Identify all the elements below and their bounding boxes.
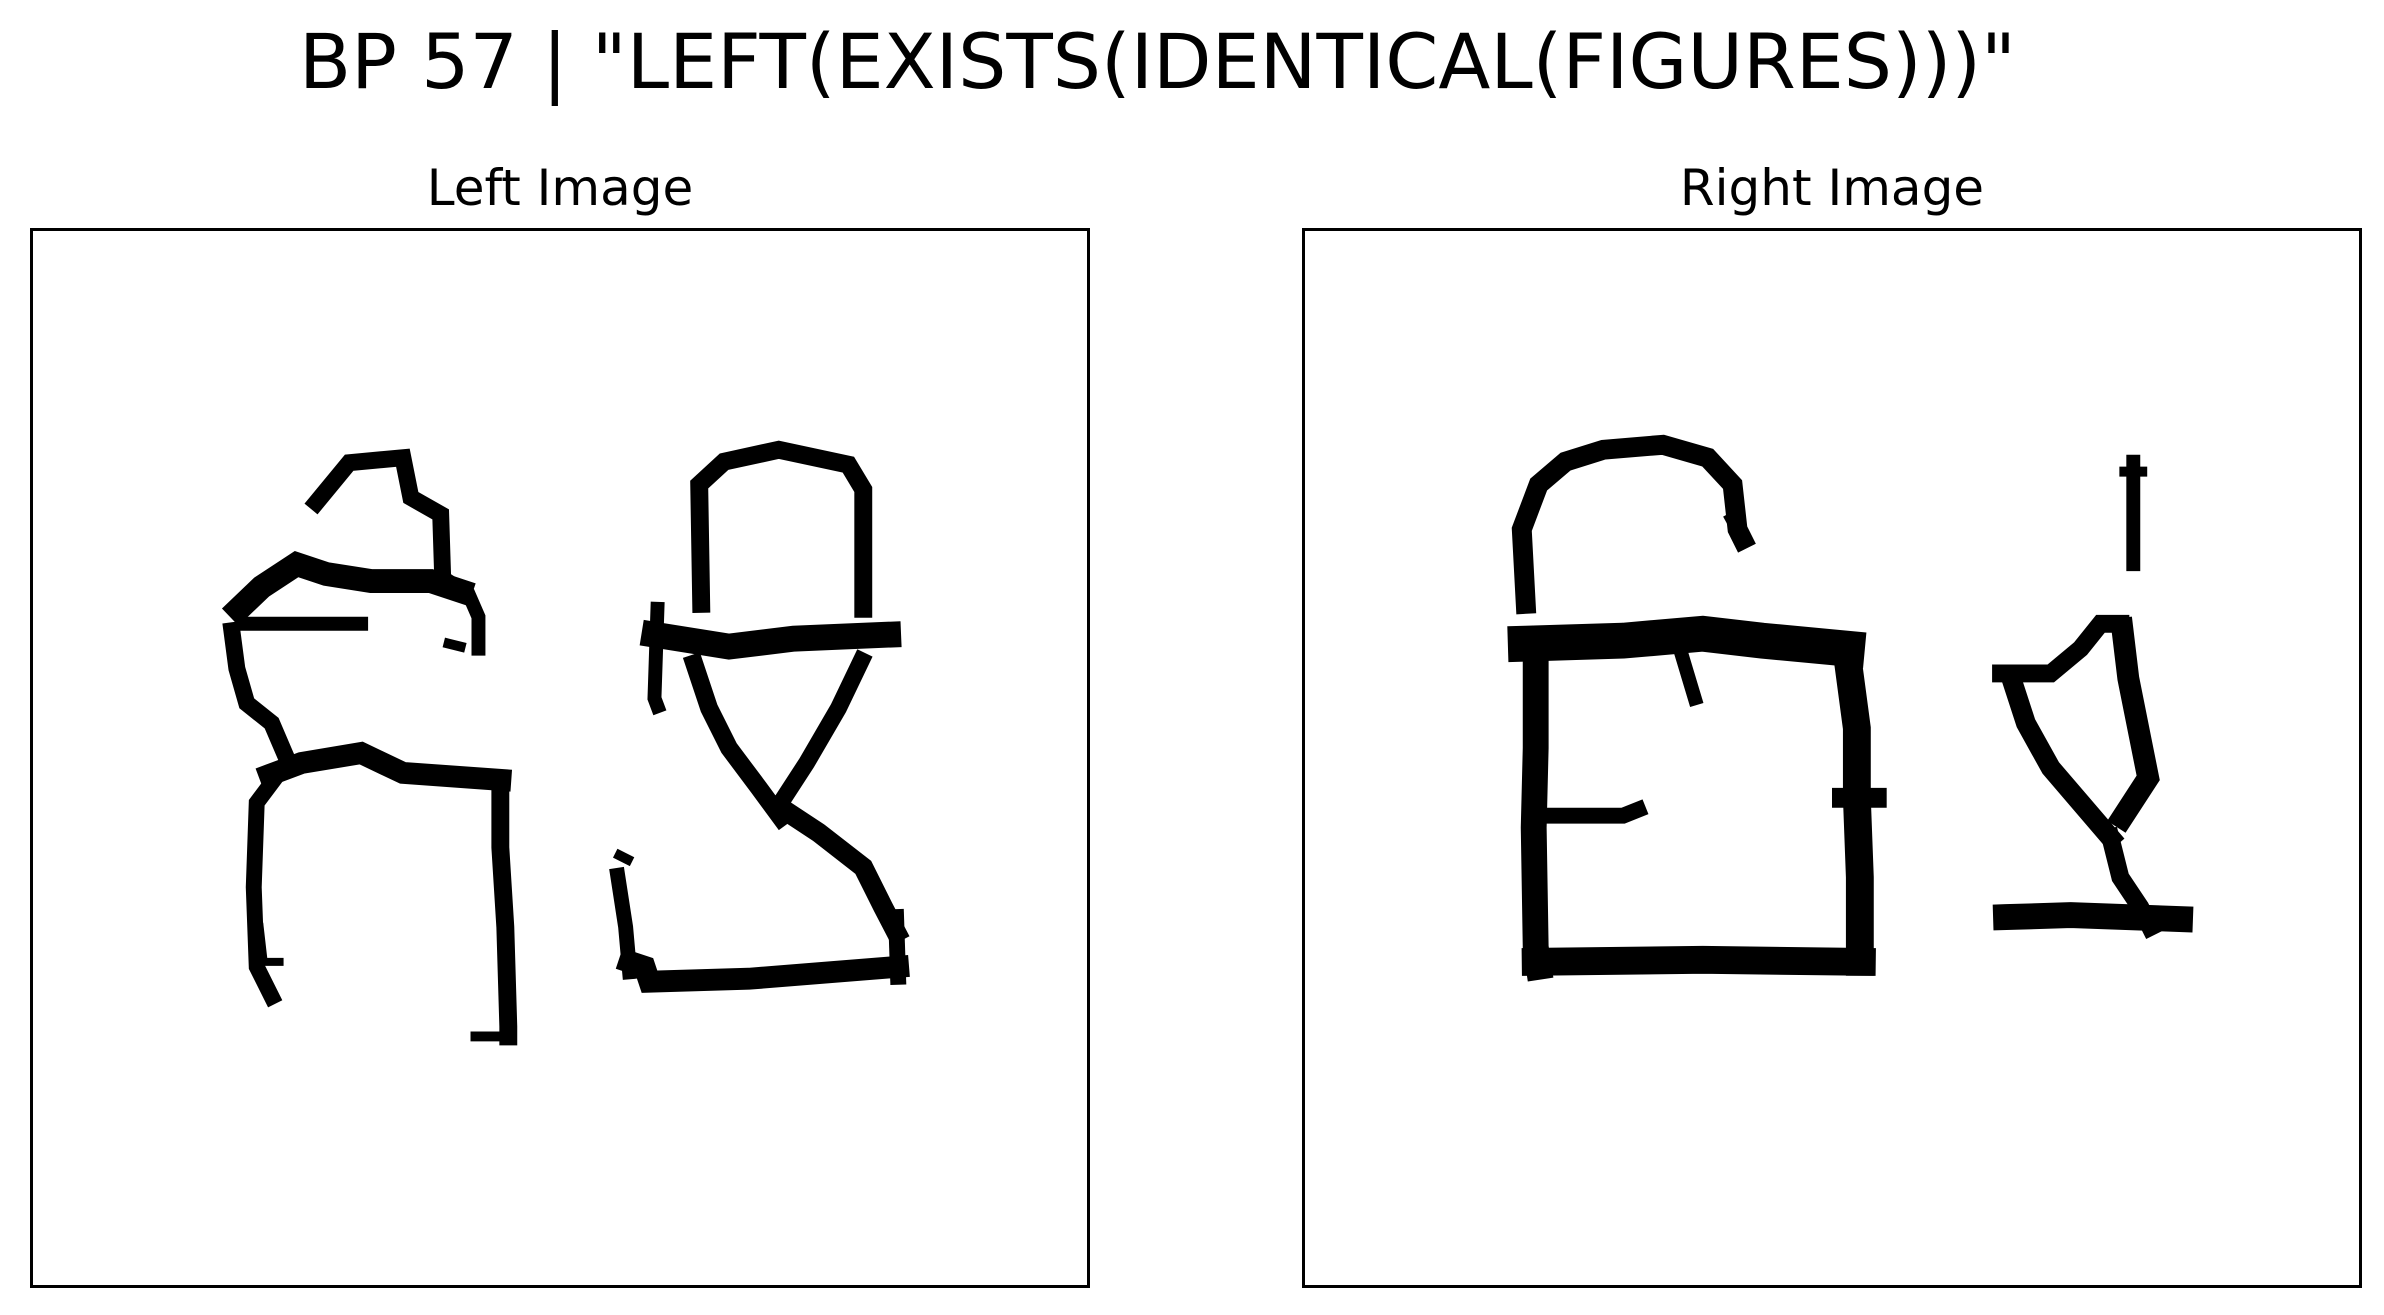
right-image-canvas: [1507, 434, 2194, 982]
hook-right-leg-stroke: [491, 770, 518, 1046]
triangle-left-post-stroke: [647, 601, 667, 716]
z-base-left-hook-stroke: [609, 866, 638, 980]
handwritten-figure-small-triangle-stand: [1992, 454, 2194, 940]
z-base-right-post-stroke: [887, 908, 907, 985]
triangle-top-left-stroke: [1992, 614, 2130, 683]
z-base-small-tick-stroke: [612, 848, 635, 867]
left-image-canvas: [221, 440, 910, 1046]
handwritten-figure-hook-shape: [221, 448, 518, 1046]
z-diagonal-stroke: [766, 793, 910, 946]
stand-base-stroke: [1992, 902, 2194, 933]
triangle-right-side-stroke: [769, 649, 873, 815]
triangle-top-bar-stroke: [639, 619, 902, 660]
box-top-stroke: [1507, 615, 1867, 669]
arc-handle-end-stroke: [1723, 509, 1754, 551]
triangle-right-side-stroke-r: [2107, 616, 2160, 833]
handwritten-figure-box-with-arc: [1507, 434, 1887, 982]
figure-title: BP 57 | "LEFT(EXISTS(IDENTICAL(FIGURES))…: [299, 17, 2016, 106]
hook-middle-bar-stroke: [221, 550, 476, 626]
arc-handle-stroke: [1511, 434, 1756, 615]
right-panel-title: Right Image: [1679, 159, 1985, 217]
triangle-left-side-stroke-r: [2000, 670, 2125, 852]
handwritten-figure-triangle-z-shape: [609, 440, 910, 993]
left-panel-title: Left Image: [426, 159, 694, 217]
triangle-left-side-stroke: [682, 652, 794, 831]
hook-mid-bar-stroke: [255, 741, 513, 792]
right-image-panel: [1302, 228, 2362, 1288]
hook-lower-curve-stroke: [222, 621, 298, 770]
left-image-panel: [30, 228, 1090, 1288]
hook-left-leg-foot-stroke: [255, 922, 284, 966]
hook-top-arc-stroke: [304, 448, 452, 586]
box-top-notch-stroke: [1674, 649, 1704, 708]
box-left-notch-stroke: [1540, 799, 1649, 824]
box-left-side-stroke: [1520, 635, 1554, 982]
loop-top-arch-stroke: [690, 440, 873, 618]
box-bottom-stroke: [1521, 945, 1876, 976]
hook-left-leg-stroke: [245, 771, 283, 1008]
z-base-stroke: [615, 948, 910, 993]
hook-tail-end-stroke: [442, 637, 467, 653]
